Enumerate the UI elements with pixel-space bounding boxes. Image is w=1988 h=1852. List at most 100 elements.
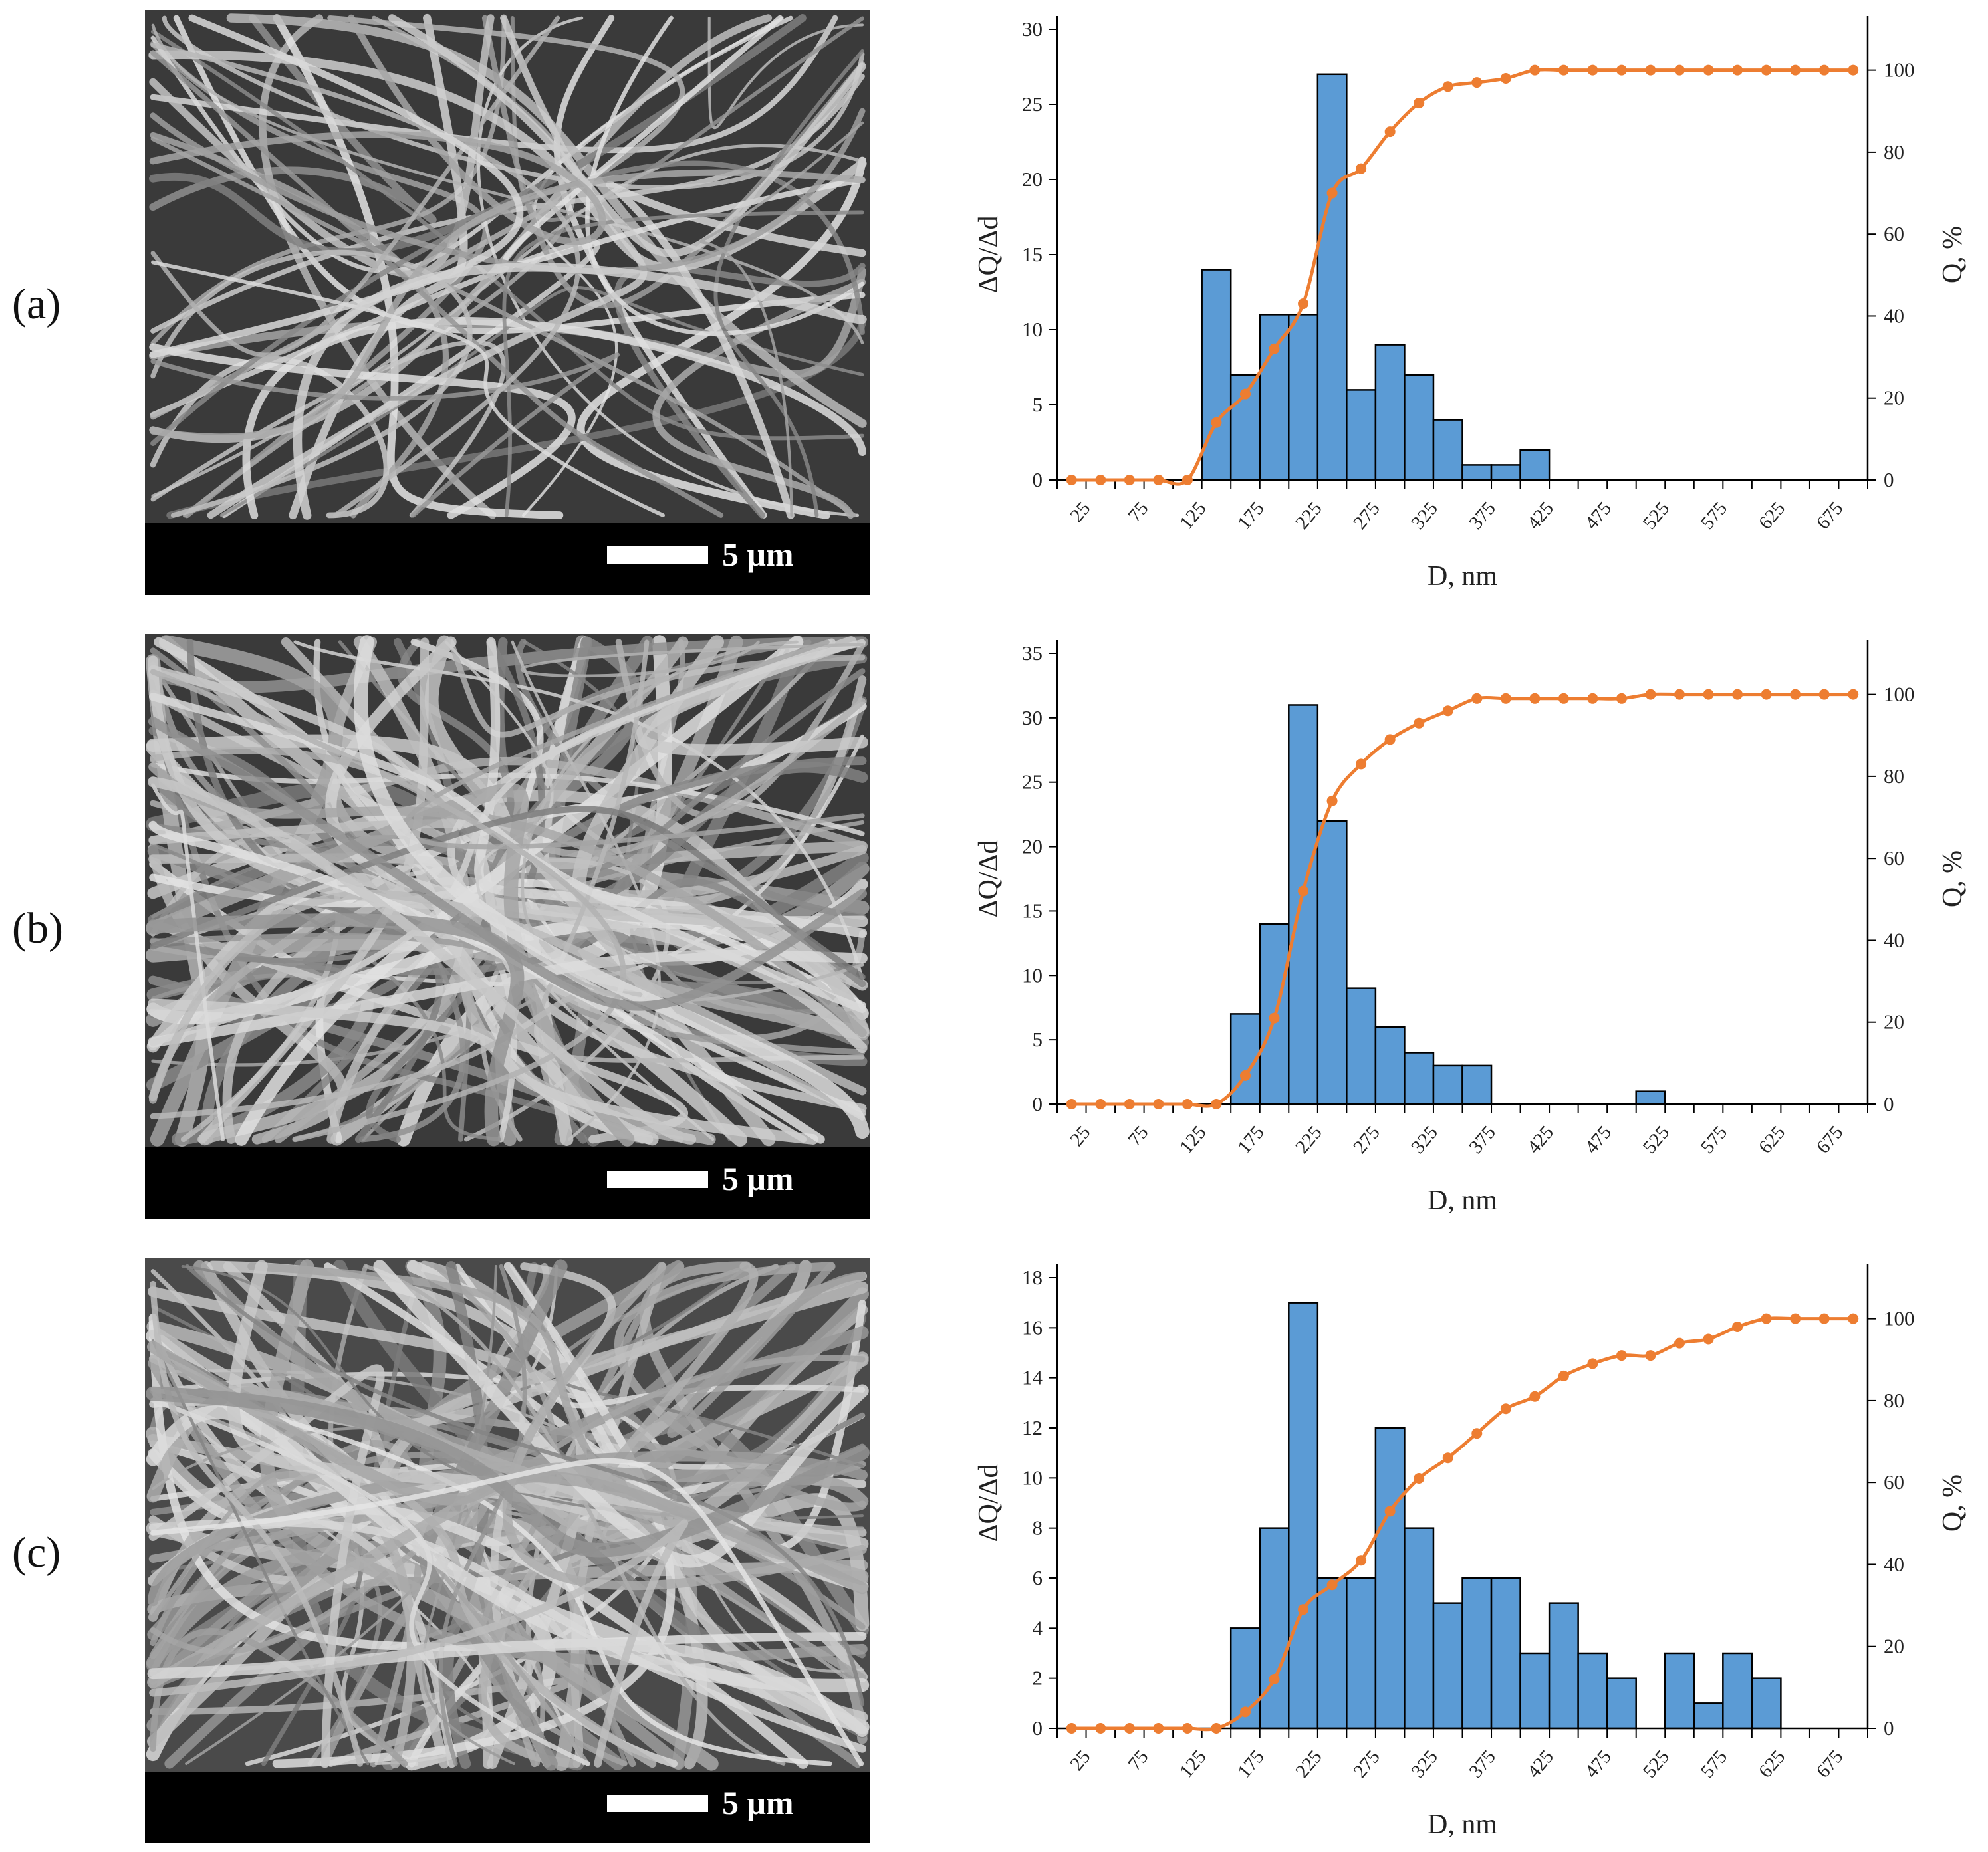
sem-image-b: 5 μm [145, 634, 870, 1219]
cumulative-point [1211, 1099, 1222, 1109]
histogram-bar [1751, 1677, 1782, 1730]
scale-bar [607, 1171, 708, 1188]
x-tick-label: 175 [1233, 1746, 1268, 1782]
cumulative-point [1356, 163, 1367, 174]
y-tick-label: 25 [1022, 770, 1043, 794]
y2-tick-label: 60 [1884, 846, 1904, 869]
x-tick-label: 675 [1812, 1746, 1847, 1782]
cumulative-point [1587, 693, 1598, 704]
y2-tick-label: 20 [1884, 1010, 1904, 1034]
x-tick-label: 125 [1176, 1746, 1210, 1782]
y-tick-label: 20 [1022, 168, 1043, 191]
histogram-bar [1432, 1064, 1463, 1105]
fiber [197, 637, 430, 1144]
x-axis-label: D, nm [1428, 1809, 1497, 1840]
cumulative-point [1732, 64, 1743, 76]
cumulative-point [1066, 1723, 1077, 1734]
cumulative-point [1848, 689, 1859, 700]
y-tick-label: 10 [1022, 963, 1043, 986]
histogram-bar [1664, 1652, 1695, 1730]
cumulative-point [1761, 689, 1772, 700]
histogram-bar [1346, 389, 1377, 481]
x-tick-label: 425 [1523, 1122, 1558, 1158]
histogram-bar [1432, 1602, 1463, 1730]
y2-tick-label: 60 [1884, 1470, 1904, 1494]
y-tick-label: 4 [1033, 1616, 1043, 1639]
y2-tick-label: 40 [1884, 1552, 1904, 1575]
cumulative-point [1790, 689, 1801, 700]
x-axis-label: D, nm [1428, 1185, 1497, 1216]
y-tick-label: 0 [1033, 1092, 1043, 1115]
fiber [151, 783, 225, 1141]
fiber [293, 263, 867, 520]
fiber [448, 639, 866, 738]
cumulative-point [1153, 1723, 1164, 1734]
scale-bar-label: 5 μm [722, 536, 794, 573]
x-tick-label: 225 [1291, 1746, 1326, 1782]
cumulative-point [1356, 1555, 1367, 1566]
cumulative-point [1211, 417, 1222, 428]
y2-tick-label: 100 [1884, 58, 1915, 82]
panel-label-c: (c) [12, 1528, 61, 1577]
cumulative-point [1471, 77, 1483, 88]
fiber [227, 1260, 869, 1550]
histogram-bar [1461, 464, 1493, 481]
y-tick-label: 10 [1022, 318, 1043, 341]
fiber [151, 23, 864, 344]
cumulative-point [1153, 475, 1164, 485]
x-tick-label: 175 [1233, 498, 1268, 534]
y2-tick-label: 60 [1884, 222, 1904, 245]
histogram-bar [1577, 1652, 1608, 1730]
y2-tick-label: 0 [1884, 468, 1894, 491]
cumulative-point [1384, 126, 1396, 138]
cumulative-point [1066, 1099, 1077, 1109]
histogram-bar [1432, 419, 1463, 481]
x-tick-label: 125 [1176, 1122, 1210, 1158]
fiber [699, 121, 864, 517]
histogram-bar [1404, 1052, 1435, 1105]
x-tick-label: 275 [1349, 498, 1384, 534]
fiber [388, 14, 866, 257]
scale-bar [607, 1795, 708, 1812]
fiber [150, 29, 865, 441]
fiber [247, 1262, 866, 1682]
histogram-bar [1259, 1527, 1290, 1730]
x-tick-label: 375 [1465, 498, 1499, 534]
cumulative-point [1674, 64, 1685, 76]
histogram-bar [1490, 1577, 1521, 1730]
x-tick-label: 325 [1407, 1746, 1441, 1782]
fiber-texture [145, 634, 870, 1147]
fiber [150, 160, 865, 447]
y2-tick-label: 80 [1884, 764, 1904, 788]
fiber [667, 1262, 866, 1438]
x-tick-label: 475 [1581, 1122, 1616, 1158]
y-axis-label: ΔQ/Δd [973, 1464, 1004, 1542]
cumulative-point [1818, 1313, 1830, 1324]
x-tick-label: 625 [1755, 1122, 1789, 1158]
cumulative-point [1095, 475, 1106, 485]
x-tick-label: 375 [1465, 1122, 1499, 1158]
histogram-bar [1693, 1702, 1724, 1730]
fiber [150, 41, 489, 519]
histogram-bar [1404, 374, 1435, 481]
cumulative-point [1442, 705, 1453, 717]
cumulative-point [1500, 72, 1511, 84]
x-tick-label: 625 [1755, 1746, 1789, 1782]
fiber [147, 1639, 868, 1737]
histogram-bar [1461, 1577, 1493, 1730]
x-tick-label: 525 [1639, 1122, 1674, 1158]
fiber [146, 1386, 870, 1558]
x-tick-label: 225 [1291, 1122, 1326, 1158]
histogram-bar [1288, 1302, 1319, 1730]
cumulative-point [1298, 885, 1309, 897]
cumulative-point [1703, 64, 1714, 76]
fiber [150, 639, 866, 1046]
cumulative-point [1818, 64, 1830, 76]
cumulative-point [1645, 689, 1656, 700]
histogram-bar [1346, 1577, 1377, 1730]
cumulative-point [1124, 475, 1135, 485]
fiber [148, 820, 825, 1144]
cumulative-point [1326, 795, 1338, 806]
y-tick-label: 0 [1033, 1716, 1043, 1740]
